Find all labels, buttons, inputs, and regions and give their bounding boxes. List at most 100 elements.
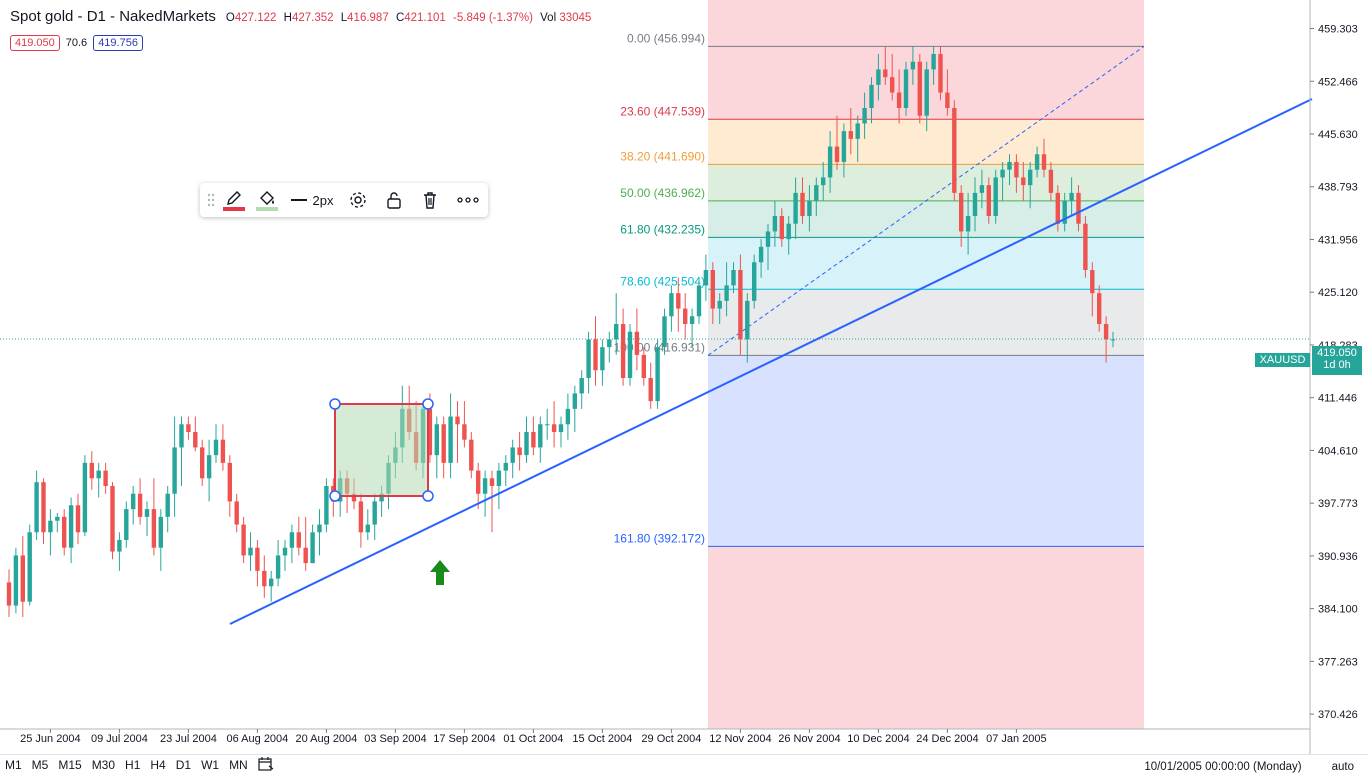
candle-body [1041,154,1047,170]
candle [607,331,612,363]
current-price-value: 419.050 [1317,347,1357,359]
candle-body [75,505,81,533]
drag-handle-icon[interactable] [204,183,218,217]
calendar-icon[interactable] [253,756,279,774]
candle [137,478,143,525]
candle-body [1007,162,1012,170]
candle-body [462,424,467,440]
autoscale-toggle[interactable]: auto [1331,761,1354,773]
tf-m30[interactable]: M30 [91,758,116,772]
candle-body [890,77,895,93]
unlock-icon[interactable] [376,183,412,217]
candle-body [662,316,667,348]
candle-body [227,462,232,502]
fib-zone [708,289,1144,356]
candle [455,401,460,463]
candle [924,61,929,132]
candle [779,208,784,247]
candle [1055,185,1060,232]
candle-body [427,408,433,456]
tf-h1[interactable]: H1 [125,758,141,772]
gear-icon[interactable] [340,183,376,217]
fib-level-label: 0.00 (456.994) [627,31,705,45]
candle [296,516,301,556]
candle-body [234,501,239,525]
line-width-selector[interactable]: 2px [284,183,340,217]
candle-body [1014,162,1019,178]
candle-body [683,308,688,324]
candle-body [1083,223,1088,270]
x-tick-label: 26 Nov 2004 [778,733,840,745]
fib-zone [708,355,1144,547]
candle [213,424,219,463]
y-tick-label: 390.936 [1318,551,1358,563]
candle [586,331,591,394]
tf-m5[interactable]: M5 [31,758,49,772]
candle [13,547,19,614]
candle-body [269,578,274,587]
fib-level-label: 161.80 (392.172) [614,531,705,545]
candle-body [883,69,888,78]
bid-badge[interactable]: 419.050 [10,35,60,51]
candle-body [634,331,640,355]
ask-badge[interactable]: 419.756 [93,35,143,51]
candle-body [489,478,495,486]
candle-body [41,482,46,533]
pencil-icon[interactable] [218,183,250,217]
drawing-overlays[interactable] [0,98,1313,625]
candle-body [979,185,985,193]
candle-body [455,416,460,425]
more-icon[interactable] [448,183,488,217]
candle-body [1103,324,1109,340]
candle-body [579,378,584,394]
fib-level-label: 50.00 (436.962) [620,186,705,200]
tf-m15[interactable]: M15 [58,758,82,772]
tf-mn[interactable]: MN [229,758,248,772]
candle-body [565,408,571,425]
candle-body [676,293,681,309]
fill-bucket-icon[interactable] [250,183,284,217]
candle [34,470,39,540]
candle-body [303,547,308,564]
y-tick-label: 445.630 [1318,129,1358,141]
candle [41,478,46,544]
fib-level-label: 61.80 (432.235) [620,222,705,236]
symbol-price-label: XAUUSD [1255,353,1310,367]
fibonacci-extension[interactable]: 0.00 (456.994) 23.60 (447.539) 38.20 (441.… [614,0,1145,729]
x-tick-label: 23 Jul 2004 [160,733,217,745]
candle [124,501,129,548]
tf-h4[interactable]: H4 [150,758,166,772]
trash-icon[interactable] [412,183,448,217]
tf-w1[interactable]: W1 [201,758,220,772]
candle [986,177,991,224]
candle [648,362,653,409]
candle [469,432,474,479]
candle-body [469,439,474,471]
candle-body [68,505,74,548]
candle [807,185,812,232]
candle-body [55,516,60,521]
candle-body [13,555,19,606]
candle-body [365,524,370,533]
candle-body [814,185,819,201]
candle-body [441,424,446,463]
candle-body [34,482,39,533]
candle [724,262,729,317]
candle-body [724,285,729,301]
tf-m1[interactable]: M1 [5,758,22,772]
fib-level-label: 38.20 (441.690) [620,149,705,163]
candle-body [206,455,212,479]
candle-body [800,192,805,216]
candle [434,416,439,479]
timeframe-bar: M1 M5 M15 M30 H1 H4 D1 W1 MN [0,754,1368,775]
candle-body [317,524,322,533]
ohlc-low: 416.987 [347,12,389,24]
candle [821,162,826,201]
ohlc-open: 427.122 [234,12,277,24]
candle [993,169,998,224]
tf-d1[interactable]: D1 [175,758,192,772]
candle-body [593,339,598,371]
candle [489,470,495,533]
candle [565,393,571,440]
